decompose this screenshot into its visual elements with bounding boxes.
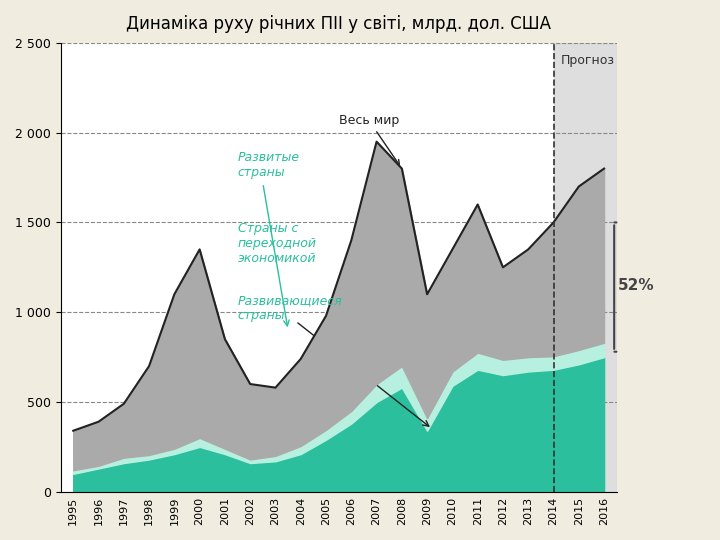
Text: Весь мир: Весь мир xyxy=(338,114,400,165)
Text: Прогноз: Прогноз xyxy=(561,55,615,68)
Title: Динаміка руху річних ПІІ у світі, млрд. дол. США: Динаміка руху річних ПІІ у світі, млрд. … xyxy=(126,15,551,33)
Text: Страны с
переходной
экономикой: Страны с переходной экономикой xyxy=(238,222,317,266)
Text: Развитые
страны: Развитые страны xyxy=(238,151,300,179)
Bar xyxy=(554,43,617,492)
Text: Развивающиеся
страны: Развивающиеся страны xyxy=(238,294,342,322)
Text: 52%: 52% xyxy=(618,278,654,293)
